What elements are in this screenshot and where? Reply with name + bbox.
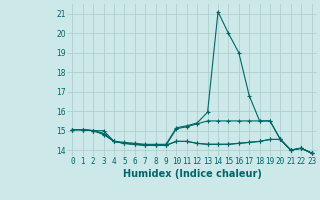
- X-axis label: Humidex (Indice chaleur): Humidex (Indice chaleur): [123, 169, 261, 179]
